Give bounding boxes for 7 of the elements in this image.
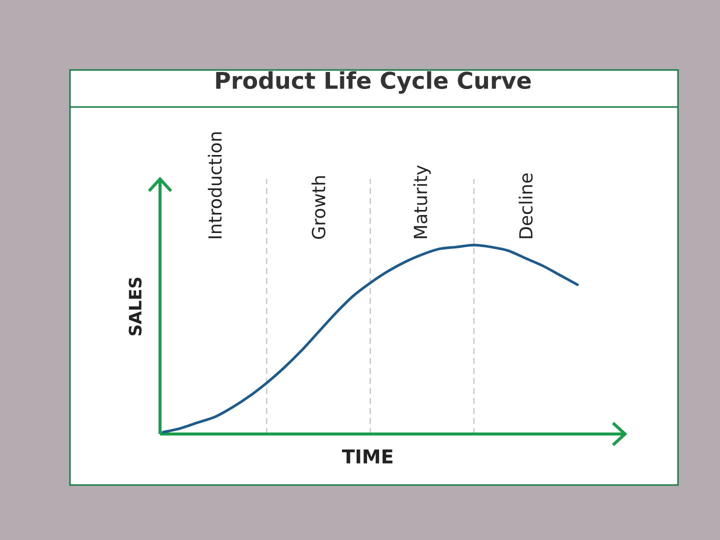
x-tick-label: Maturity xyxy=(413,165,431,238)
x-axis-title: TIME xyxy=(342,450,392,464)
chart-title: Product Life Cycle Curve xyxy=(216,71,531,94)
y-axis-title: SALES xyxy=(128,278,142,336)
x-tick-label: Introduction xyxy=(208,132,222,238)
x-tick-label: Growth xyxy=(311,176,326,239)
x-tick-label: Decline xyxy=(518,174,533,238)
